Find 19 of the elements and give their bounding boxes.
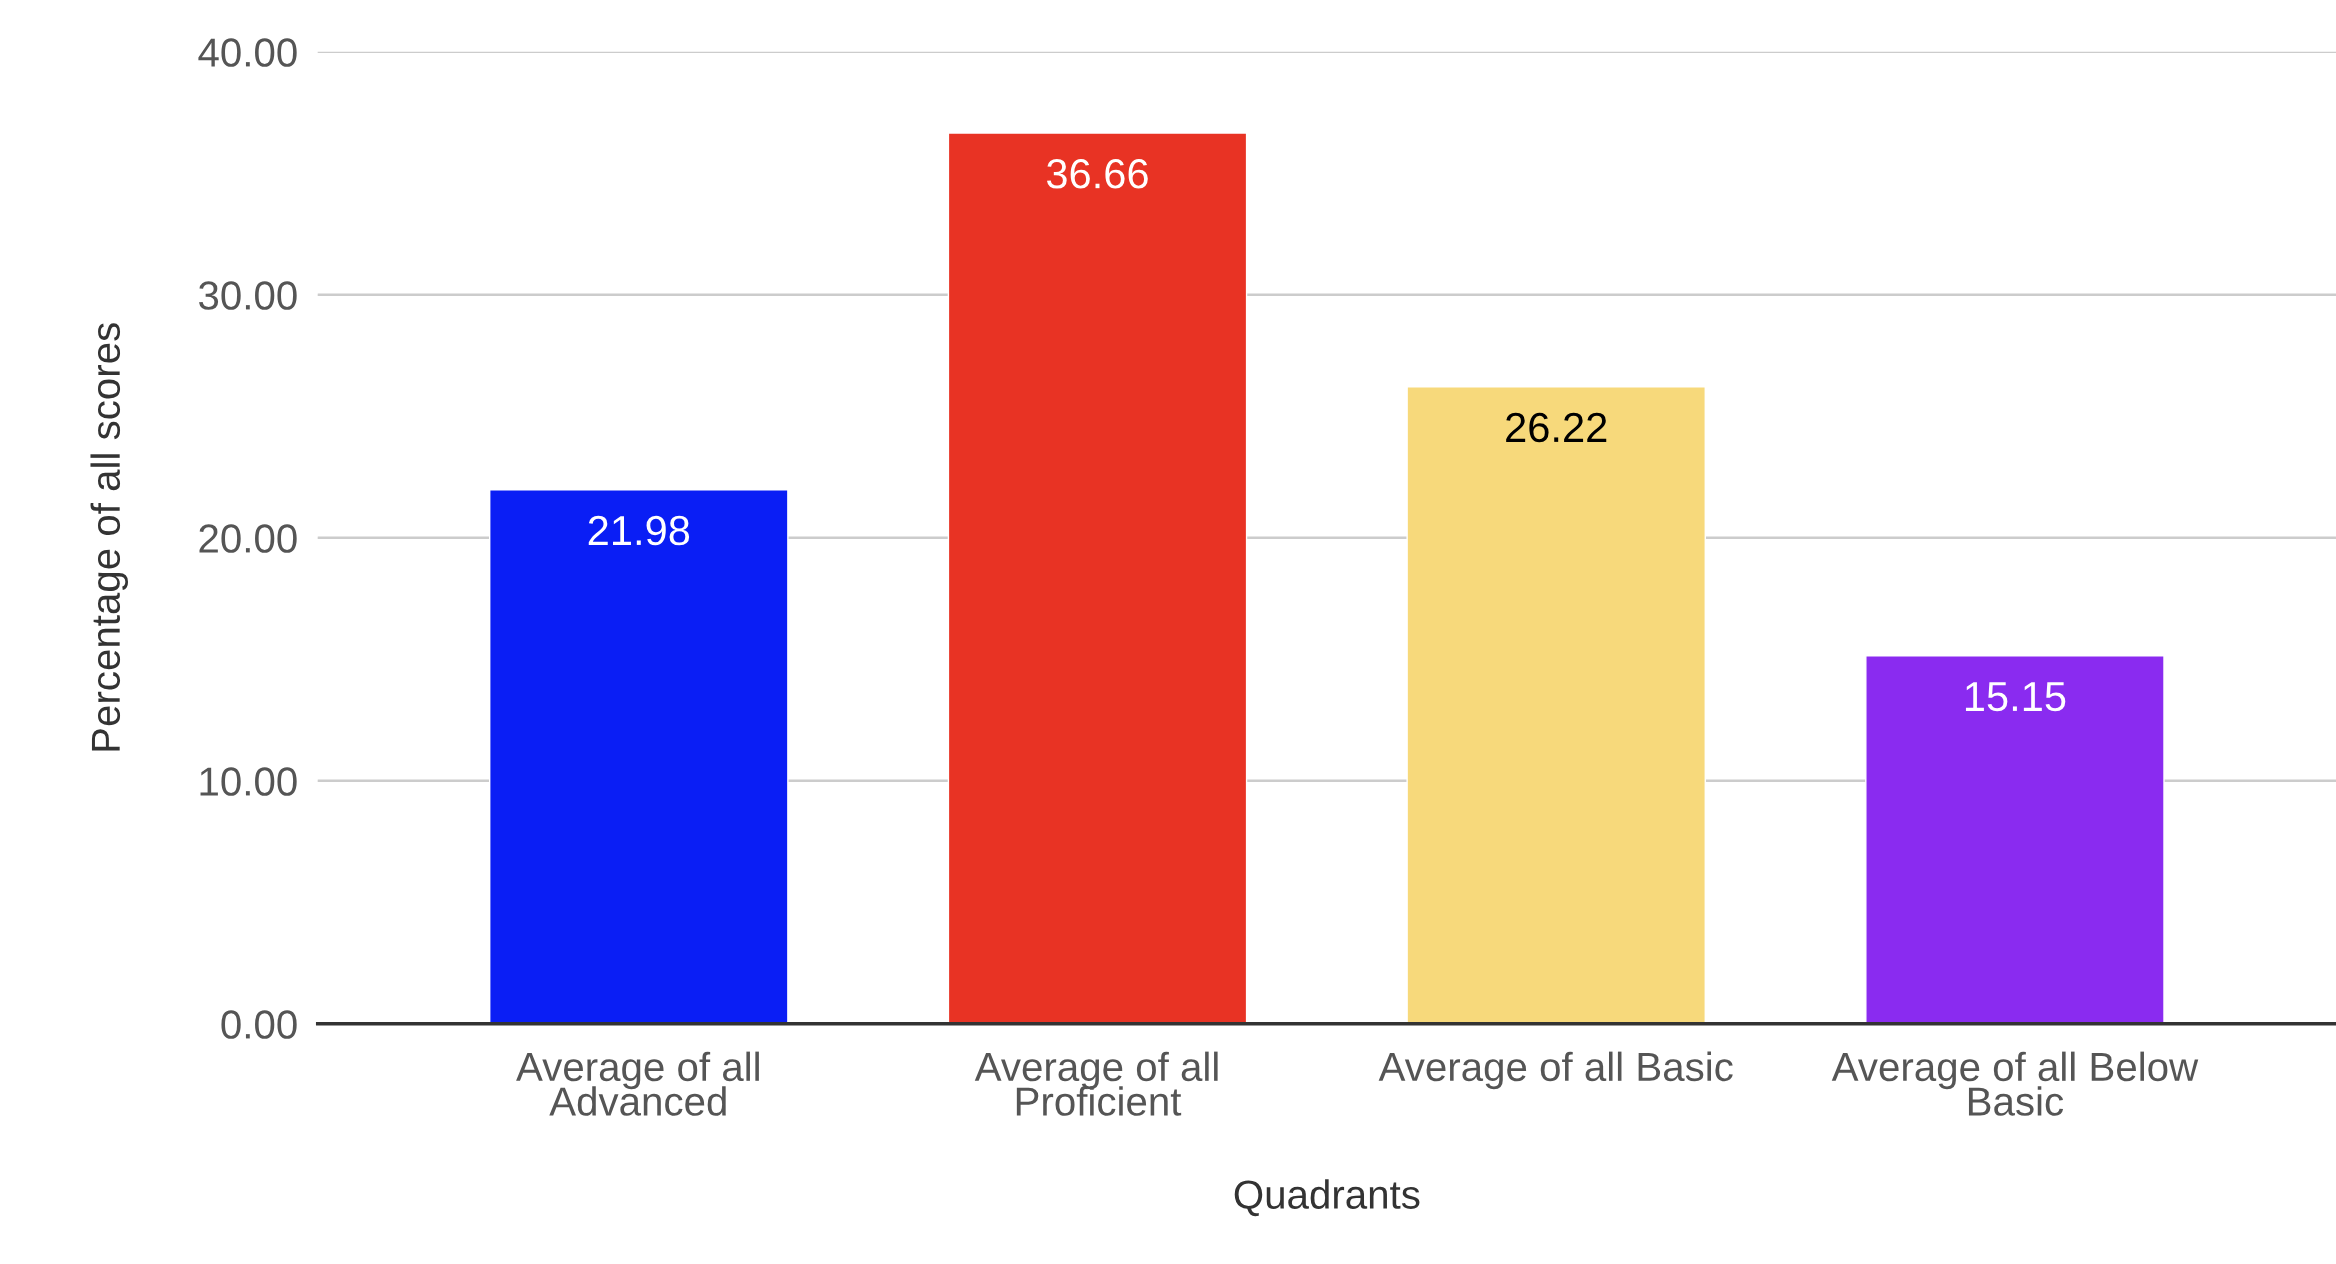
x-tick-label: Average of all Proficient: [974, 1051, 1218, 1116]
bar: [1406, 385, 1706, 1024]
x-tick-label: Average of all Basic: [1378, 1051, 1733, 1090]
bar: [489, 489, 789, 1024]
data-label: 21.98: [588, 515, 690, 546]
bar: [1865, 654, 2165, 1024]
x-tick-label: Average of all Advanced: [516, 1051, 759, 1116]
data-label: 36.66: [1046, 159, 1148, 189]
y-tick-label: 10.00: [200, 767, 297, 796]
x-axis-title: Quadrants: [1234, 1179, 1420, 1217]
bar: [947, 132, 1248, 1024]
y-tick-label: 0.00: [221, 1010, 297, 1039]
data-label: 26.22: [1506, 412, 1607, 443]
y-tick-label: 40.00: [198, 38, 297, 67]
y-tick-label: 30.00: [199, 281, 297, 310]
y-axis-title: Percentage of all scores: [90, 323, 129, 751]
x-tick-label: Average of all Below Basic: [1831, 1051, 2199, 1116]
data-label: 15.15: [1965, 682, 2066, 712]
y-tick-label: 20.00: [199, 524, 297, 553]
